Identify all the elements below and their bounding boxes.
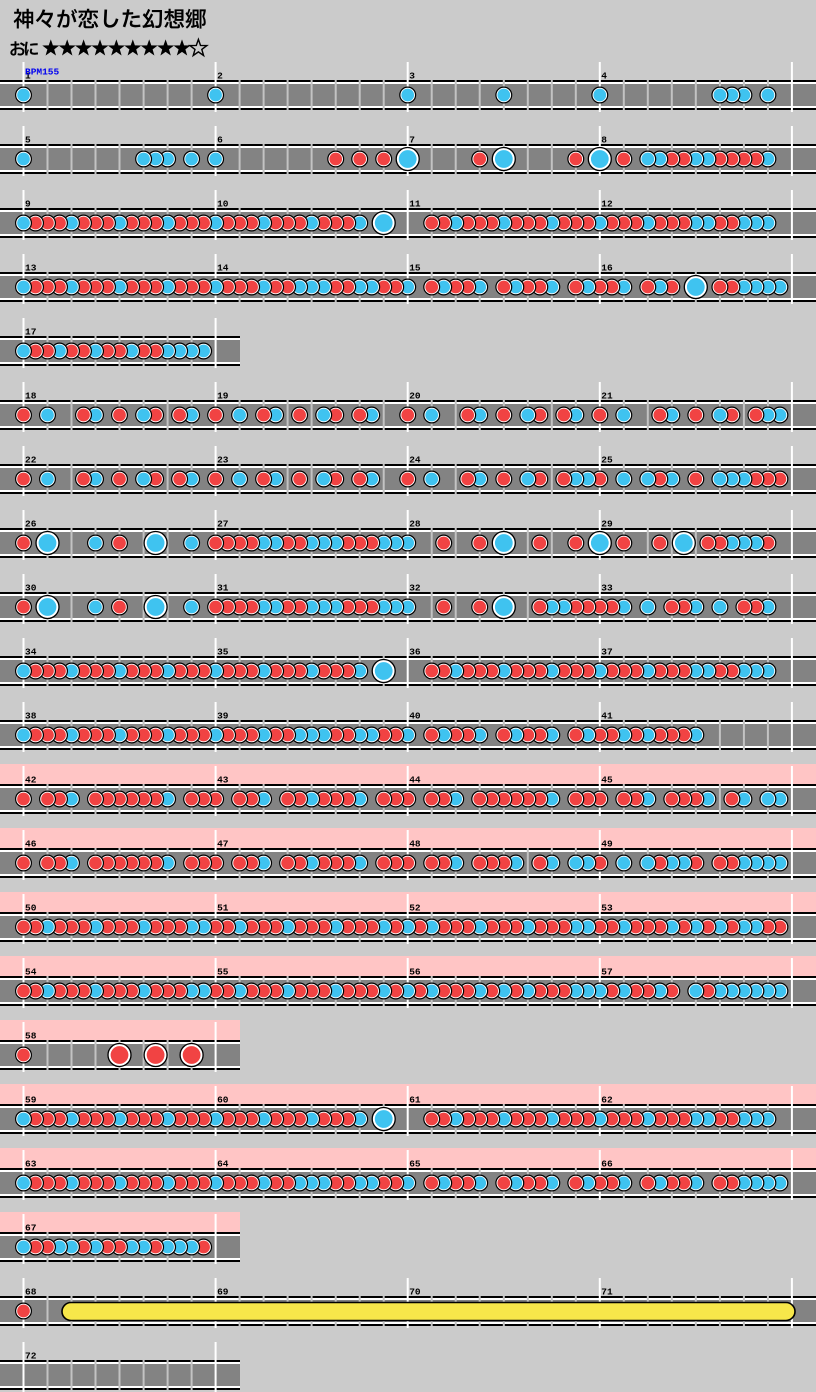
- svg-text:63: 63: [25, 1159, 37, 1170]
- svg-text:38: 38: [25, 711, 37, 722]
- svg-text:65: 65: [409, 1159, 421, 1170]
- svg-text:15: 15: [409, 263, 421, 274]
- svg-text:57: 57: [601, 967, 613, 978]
- svg-text:55: 55: [217, 967, 229, 978]
- svg-text:6: 6: [217, 135, 223, 146]
- svg-text:45: 45: [601, 775, 613, 786]
- svg-text:50: 50: [25, 903, 37, 914]
- svg-text:48: 48: [409, 839, 421, 850]
- svg-text:27: 27: [217, 519, 229, 530]
- svg-text:41: 41: [601, 711, 613, 722]
- svg-text:19: 19: [217, 391, 229, 402]
- svg-text:18: 18: [25, 391, 37, 402]
- svg-text:11: 11: [409, 199, 421, 210]
- svg-text:33: 33: [601, 583, 613, 594]
- svg-text:52: 52: [409, 903, 421, 914]
- svg-text:40: 40: [409, 711, 421, 722]
- svg-text:49: 49: [601, 839, 613, 850]
- svg-text:7: 7: [409, 135, 415, 146]
- svg-text:54: 54: [25, 967, 37, 978]
- svg-text:62: 62: [601, 1095, 613, 1106]
- svg-text:12: 12: [601, 199, 613, 210]
- svg-text:3: 3: [409, 71, 415, 82]
- svg-text:29: 29: [601, 519, 613, 530]
- svg-text:35: 35: [217, 647, 229, 658]
- svg-text:9: 9: [25, 199, 31, 210]
- svg-text:68: 68: [25, 1287, 37, 1298]
- svg-text:25: 25: [601, 455, 613, 466]
- svg-text:20: 20: [409, 391, 421, 402]
- svg-text:39: 39: [217, 711, 229, 722]
- svg-text:16: 16: [601, 263, 613, 274]
- svg-text:42: 42: [25, 775, 37, 786]
- svg-text:23: 23: [217, 455, 229, 466]
- svg-text:46: 46: [25, 839, 37, 850]
- svg-text:14: 14: [217, 263, 229, 274]
- svg-text:4: 4: [601, 71, 607, 82]
- svg-text:43: 43: [217, 775, 229, 786]
- svg-text:1: 1: [25, 71, 31, 82]
- svg-text:36: 36: [409, 647, 421, 658]
- svg-text:37: 37: [601, 647, 613, 658]
- svg-text:61: 61: [409, 1095, 421, 1106]
- svg-text:56: 56: [409, 967, 421, 978]
- svg-text:69: 69: [217, 1287, 229, 1298]
- svg-text:2: 2: [217, 71, 223, 82]
- svg-text:5: 5: [25, 135, 31, 146]
- svg-text:8: 8: [601, 135, 607, 146]
- svg-text:31: 31: [217, 583, 229, 594]
- svg-text:13: 13: [25, 263, 37, 274]
- svg-text:10: 10: [217, 199, 229, 210]
- svg-text:34: 34: [25, 647, 37, 658]
- svg-text:60: 60: [217, 1095, 229, 1106]
- svg-text:26: 26: [25, 519, 37, 530]
- svg-text:66: 66: [601, 1159, 613, 1170]
- svg-text:30: 30: [25, 583, 37, 594]
- svg-text:67: 67: [25, 1223, 37, 1234]
- svg-text:17: 17: [25, 327, 37, 338]
- svg-text:28: 28: [409, 519, 421, 530]
- svg-text:21: 21: [601, 391, 613, 402]
- svg-text:51: 51: [217, 903, 229, 914]
- svg-text:47: 47: [217, 839, 229, 850]
- svg-text:72: 72: [25, 1351, 37, 1362]
- svg-text:58: 58: [25, 1031, 37, 1042]
- svg-text:24: 24: [409, 455, 421, 466]
- svg-text:70: 70: [409, 1287, 421, 1298]
- svg-text:53: 53: [601, 903, 613, 914]
- svg-text:BPM155: BPM155: [25, 67, 60, 78]
- svg-text:71: 71: [601, 1287, 613, 1298]
- svg-text:44: 44: [409, 775, 421, 786]
- svg-text:22: 22: [25, 455, 37, 466]
- svg-text:32: 32: [409, 583, 421, 594]
- svg-text:64: 64: [217, 1159, 229, 1170]
- svg-text:59: 59: [25, 1095, 37, 1106]
